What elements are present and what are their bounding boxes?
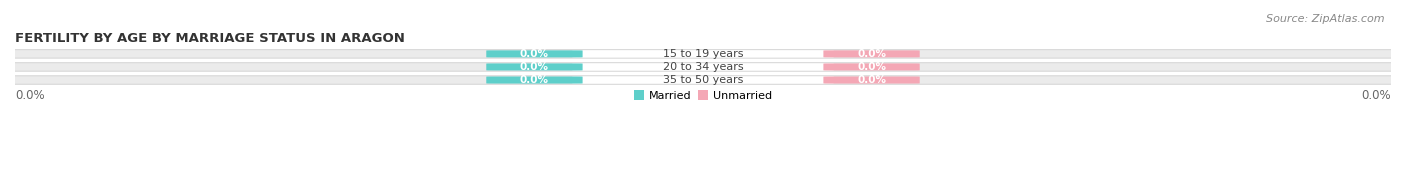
- FancyBboxPatch shape: [572, 50, 834, 58]
- Text: 0.0%: 0.0%: [1361, 89, 1391, 102]
- Text: Source: ZipAtlas.com: Source: ZipAtlas.com: [1267, 14, 1385, 24]
- Text: 0.0%: 0.0%: [15, 89, 45, 102]
- FancyBboxPatch shape: [824, 50, 920, 57]
- Text: 35 to 50 years: 35 to 50 years: [662, 75, 744, 85]
- Text: 0.0%: 0.0%: [520, 75, 548, 85]
- FancyBboxPatch shape: [572, 76, 834, 84]
- FancyBboxPatch shape: [4, 76, 1402, 84]
- Text: 20 to 34 years: 20 to 34 years: [662, 62, 744, 72]
- FancyBboxPatch shape: [4, 50, 1402, 58]
- Text: 0.0%: 0.0%: [520, 49, 548, 59]
- Text: FERTILITY BY AGE BY MARRIAGE STATUS IN ARAGON: FERTILITY BY AGE BY MARRIAGE STATUS IN A…: [15, 32, 405, 45]
- FancyBboxPatch shape: [824, 76, 920, 83]
- FancyBboxPatch shape: [486, 50, 582, 57]
- FancyBboxPatch shape: [824, 64, 920, 71]
- FancyBboxPatch shape: [572, 63, 834, 71]
- FancyBboxPatch shape: [486, 64, 582, 71]
- Text: 0.0%: 0.0%: [520, 62, 548, 72]
- Text: 15 to 19 years: 15 to 19 years: [662, 49, 744, 59]
- FancyBboxPatch shape: [486, 76, 582, 83]
- Text: 0.0%: 0.0%: [858, 62, 886, 72]
- FancyBboxPatch shape: [4, 63, 1402, 71]
- Text: 0.0%: 0.0%: [858, 75, 886, 85]
- Legend: Married, Unmarried: Married, Unmarried: [630, 86, 776, 105]
- Text: 0.0%: 0.0%: [858, 49, 886, 59]
